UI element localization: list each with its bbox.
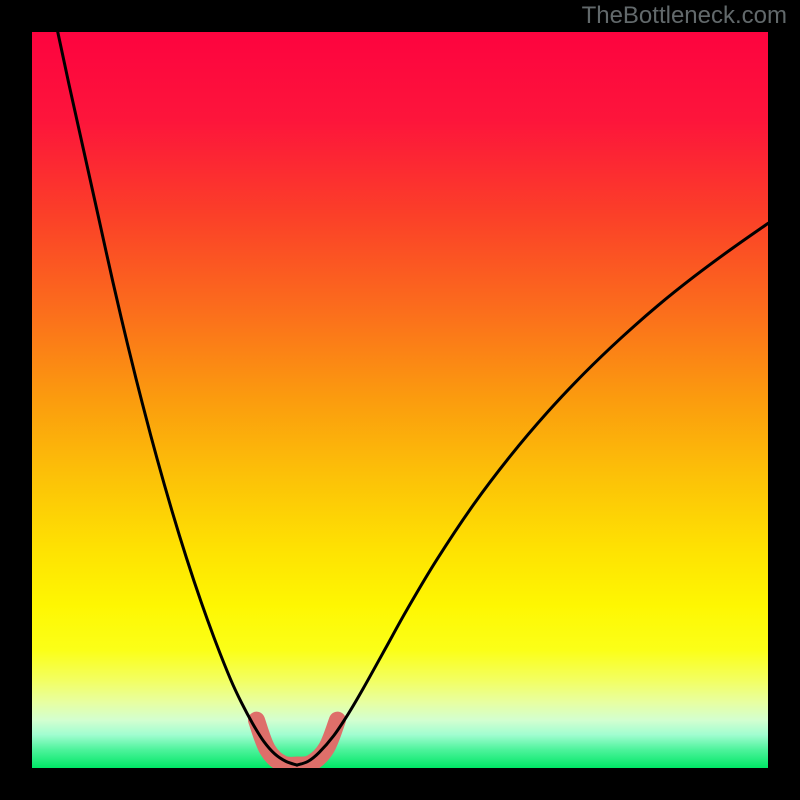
chart-svg (32, 32, 768, 768)
plot-area (32, 32, 768, 768)
attribution-label: TheBottleneck.com (582, 2, 787, 30)
